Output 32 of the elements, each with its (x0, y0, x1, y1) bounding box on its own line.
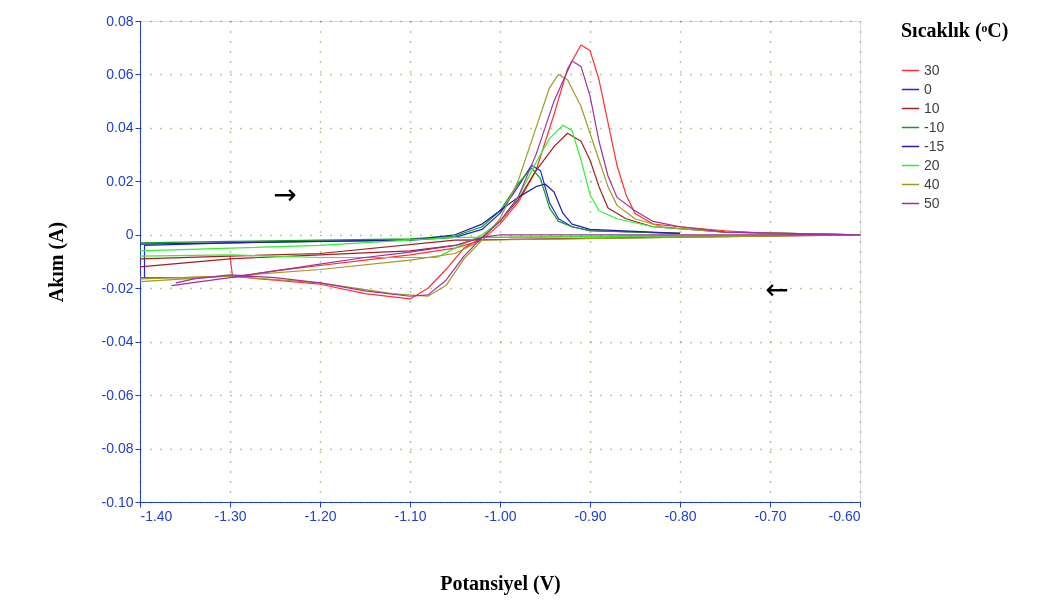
x-tick-label: -1.30 (214, 507, 247, 524)
x-axis-title: Potansiyel (V) (440, 571, 561, 595)
legend-label: 10 (924, 99, 940, 116)
legend-label: -10 (924, 118, 945, 135)
x-tick-label: -0.70 (754, 507, 787, 524)
x-tick-label: -1.10 (394, 507, 427, 524)
x-tick-label: -0.60 (828, 507, 861, 524)
y-tick-label: -0.02 (101, 279, 134, 296)
y-tick-label: -0.04 (101, 333, 134, 350)
y-axis-title: Akım (A) (44, 221, 68, 303)
x-tick-label: -1.40 (140, 507, 173, 524)
y-tick-label: -0.06 (101, 386, 134, 403)
y-tick-label: 0.08 (106, 12, 134, 29)
annotation: ← (765, 273, 789, 306)
legend-label: 30 (924, 61, 940, 78)
y-tick-label: 0.06 (106, 65, 134, 82)
legend-label: 0 (924, 80, 932, 97)
annotation: → (273, 178, 297, 211)
y-tick-label: -0.08 (101, 440, 134, 457)
x-tick-label: -0.90 (574, 507, 607, 524)
y-tick-label: 0.02 (106, 172, 134, 189)
x-tick-label: -1.20 (304, 507, 337, 524)
legend-title: Sıcaklık (ᵒC) (901, 19, 1009, 42)
legend-label: 40 (924, 175, 940, 192)
x-tick-label: -0.80 (664, 507, 697, 524)
legend-label: 50 (924, 194, 940, 211)
legend-label: 20 (924, 156, 940, 173)
y-tick-label: -0.10 (101, 493, 134, 510)
y-tick-label: 0.04 (106, 119, 134, 136)
legend-label: -15 (924, 137, 945, 154)
y-tick-label: 0 (125, 226, 134, 243)
x-tick-label: -1.00 (484, 507, 517, 524)
